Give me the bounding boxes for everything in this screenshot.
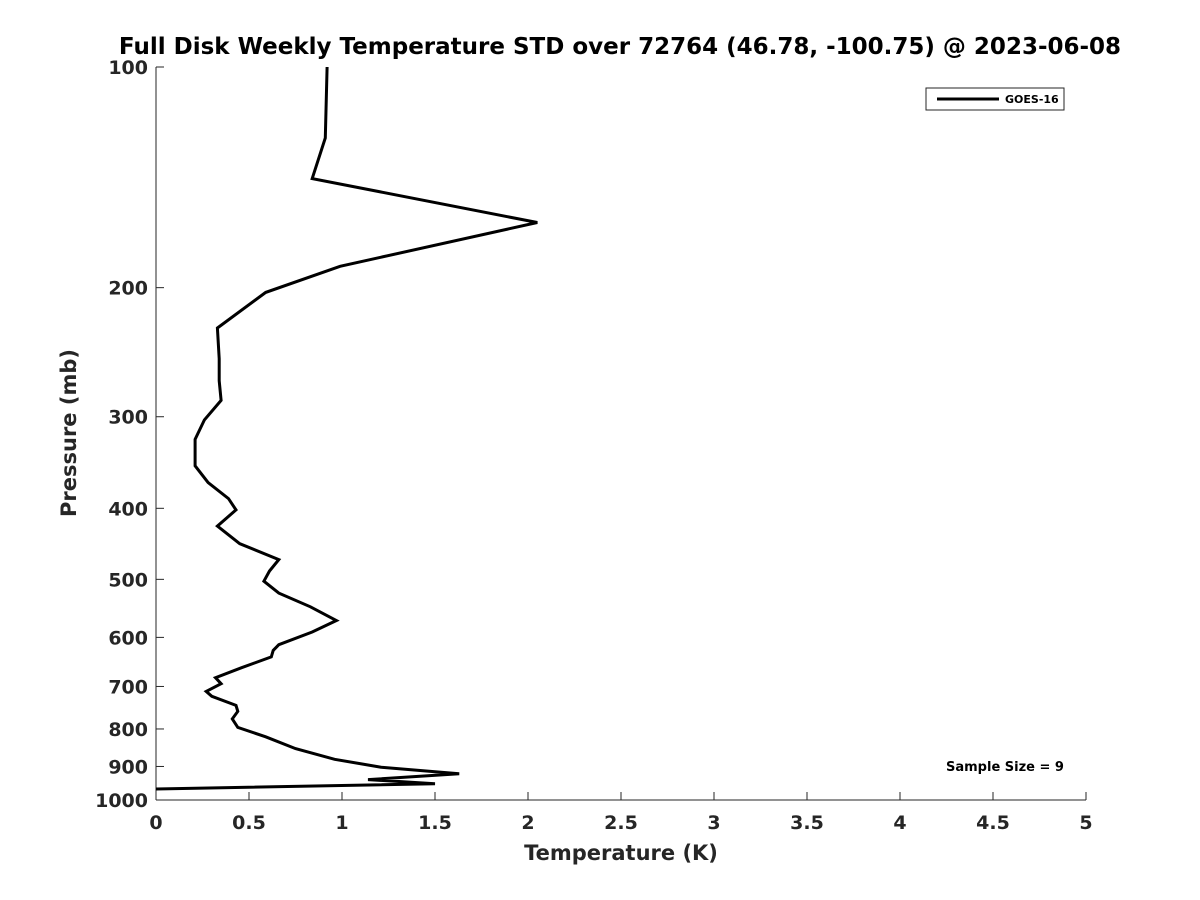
legend: GOES-16 [925,87,1065,111]
x-tick-label: 3.5 [790,812,824,834]
y-axis-label: Pressure (mb) [57,349,81,517]
series-layer [155,66,538,791]
y-tick-label: 1000 [95,790,148,812]
x-tick-label: 0.5 [232,812,266,834]
x-tick-label: 1.5 [418,812,452,834]
x-tick-label: 5 [1079,812,1092,834]
y-tick-label: 900 [108,756,148,778]
x-tick-label: 0 [149,812,162,834]
chart-title: Full Disk Weekly Temperature STD over 72… [119,34,1121,60]
x-axis-ticks: 0 0.5 1 1.5 2 2.5 3 3.5 4 4.5 5 [149,792,1093,834]
y-tick-label: 100 [108,57,148,79]
x-tick-label: 2.5 [604,812,638,834]
x-tick-label: 3 [707,812,720,834]
y-tick-label: 300 [108,407,148,429]
y-tick-label: 700 [108,676,148,698]
sample-size-annotation: Sample Size = 9 [946,760,1064,775]
x-tick-label: 1 [335,812,348,834]
y-tick-label: 400 [108,498,148,520]
series-line-goes-16 [155,66,538,791]
x-axis-label: Temperature (K) [524,841,718,865]
x-tick-label: 4 [893,812,906,834]
plot-area: 0 0.5 1 1.5 2 2.5 3 3.5 4 4.5 5 100 200 300 400 500 600… [95,57,1093,834]
y-axis-ticks: 100 200 300 400 500 600 700 800 900 1000 [95,57,164,812]
x-tick-label: 4.5 [976,812,1010,834]
x-tick-label: 2 [521,812,534,834]
y-tick-label: 800 [108,719,148,741]
y-tick-label: 500 [108,569,148,591]
legend-label-goes-16: GOES-16 [1005,93,1059,106]
y-tick-label: 200 [108,278,148,300]
y-tick-label: 600 [108,627,148,649]
